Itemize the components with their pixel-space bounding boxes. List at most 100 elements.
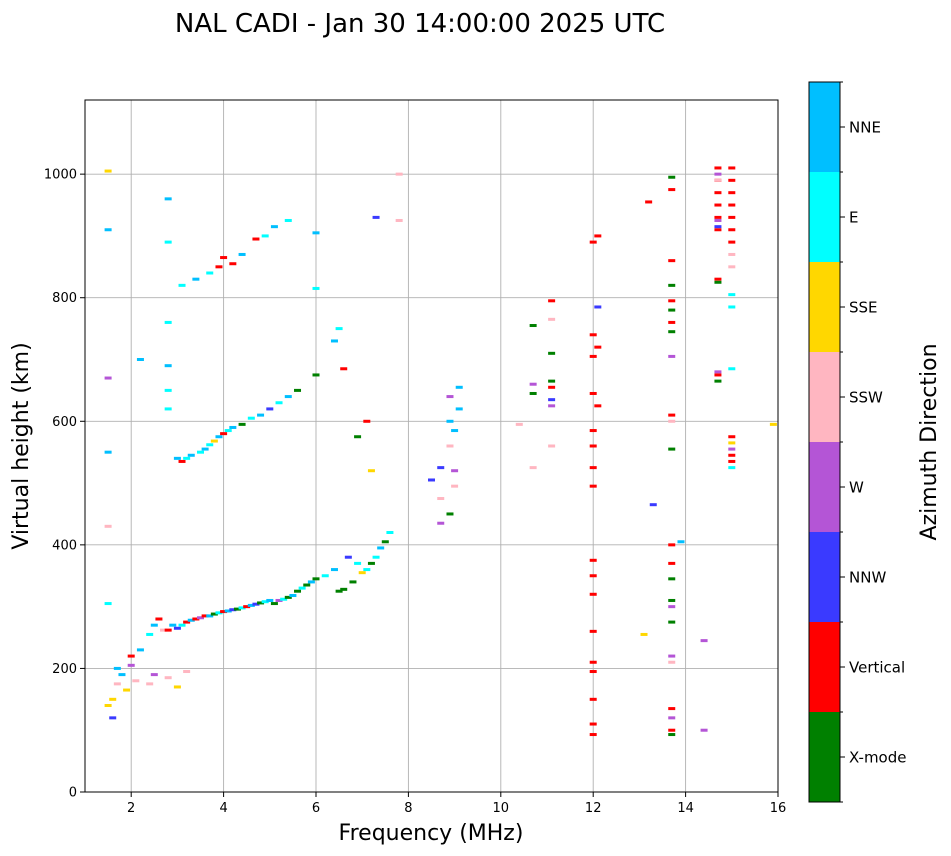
series-echoes-near-13-14-mhz [640,175,708,737]
data-point [104,704,112,707]
data-point [668,707,676,711]
chart-title: NAL CADI - Jan 30 14:00:00 2025 UTC [175,9,665,39]
data-point [303,583,311,587]
series-scattered-echoes-10-12-mhz [515,234,602,737]
data-point [589,484,597,488]
data-point [728,435,736,439]
y-tick-label: 400 [52,538,77,553]
data-point [668,320,676,324]
data-point [197,616,204,620]
data-point [215,265,223,269]
x-tick-label: 4 [219,801,227,816]
data-point [284,595,292,599]
colorbar-swatch-nnw [809,532,840,622]
data-point [728,459,736,463]
data-point [714,218,722,222]
data-point [668,561,676,565]
data-point [187,618,195,622]
data-point [548,398,556,402]
data-point [589,466,597,470]
data-point [257,601,265,605]
data-point [714,379,722,383]
data-point [668,413,676,417]
data-point [728,447,736,451]
series-f-layer-1st-hop-trace [109,531,394,701]
y-tick-label: 800 [52,291,77,306]
data-point [136,648,144,652]
data-point [257,413,265,417]
data-point [714,225,722,229]
data-point [150,623,158,627]
data-points [104,166,777,737]
data-point [307,580,315,584]
data-point [252,602,260,606]
data-point [668,175,676,179]
data-point [132,679,140,683]
data-point [437,497,445,501]
data-point [113,682,121,686]
data-point [589,240,597,244]
data-point [548,317,556,321]
data-point [363,568,371,572]
data-point [728,191,736,195]
data-point [229,425,237,429]
data-point [446,419,454,423]
series-f-layer-3rd-hop-trace [178,218,292,287]
colorbar-tick-label: W [849,479,864,497]
data-point [372,555,380,559]
data-point [284,218,292,222]
data-point [104,450,112,454]
data-point [668,605,676,609]
data-point [455,407,463,411]
x-tick-label: 8 [404,801,412,816]
data-point [349,580,357,584]
data-point [589,429,597,433]
data-point [220,610,228,614]
data-point [155,617,163,621]
data-point [728,367,736,371]
data-point [275,598,283,602]
data-point [183,670,191,674]
data-point [312,231,320,235]
data-point [728,305,736,309]
x-tick-label: 10 [493,801,510,816]
data-point [173,685,181,689]
data-point [728,252,736,256]
data-point [446,512,454,516]
data-point [728,466,736,470]
data-point [113,666,121,670]
data-point [224,609,232,613]
data-point [220,432,228,436]
data-point [229,608,237,612]
data-point [645,200,653,204]
data-point [127,654,135,658]
data-point [677,540,685,544]
data-point [714,373,722,377]
data-point [104,524,112,528]
data-point [668,728,676,732]
data-point [589,574,597,578]
y-tick-label: 600 [52,415,77,430]
data-point [728,441,736,445]
data-point [548,351,556,355]
data-point [340,587,348,591]
data-point [206,271,214,275]
data-point [668,354,676,358]
data-point [529,466,537,470]
colorbar-swatch-e [809,172,840,262]
data-point [451,469,459,473]
data-point [164,407,172,411]
data-point [437,466,445,470]
data-point [395,172,403,176]
data-point [238,606,246,610]
data-point [164,240,172,244]
data-point [649,503,657,507]
data-point [594,234,602,238]
data-point [386,531,394,534]
data-point [280,597,288,601]
colorbar-tick-label: SSW [849,389,883,407]
data-point [728,453,736,457]
data-point [668,660,676,664]
data-point [589,558,597,562]
data-point [187,453,195,457]
